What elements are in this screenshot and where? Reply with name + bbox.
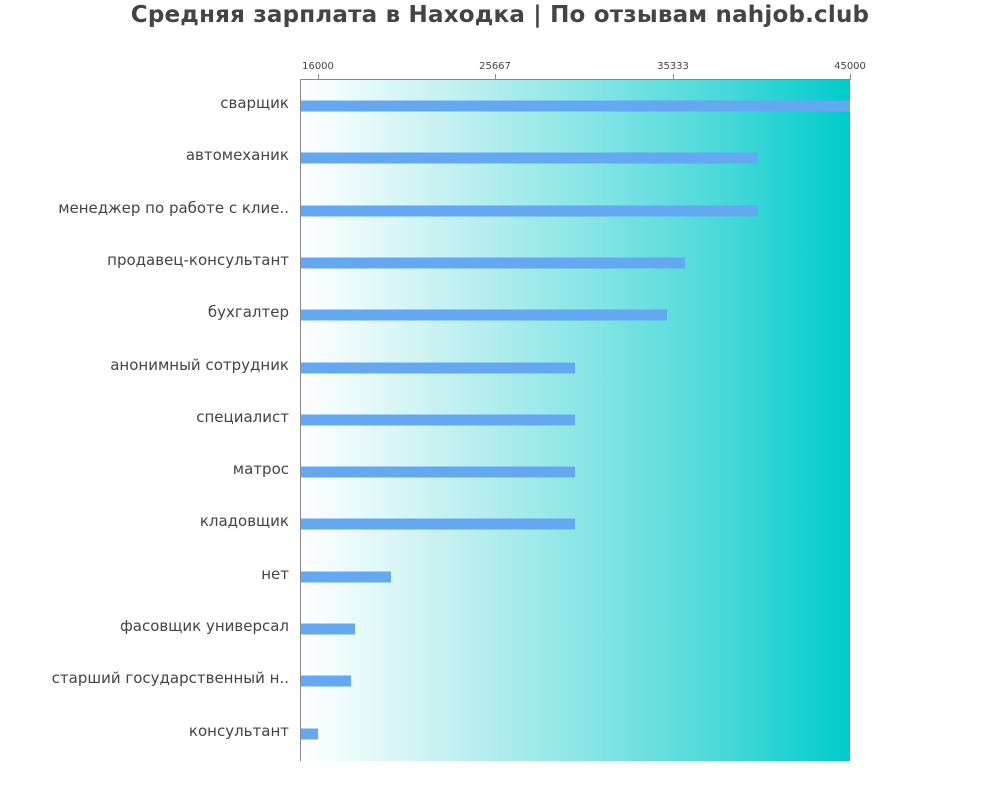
salary-bar [301,728,318,740]
category-label: кладовщик [199,512,289,530]
salary-bar [301,205,759,217]
salary-bar [301,362,575,374]
category-label: консультант [188,722,289,740]
category-label: бухгалтер [207,303,289,321]
chart-title: Средняя зарплата в Находка | По отзывам … [130,2,870,28]
category-label: сварщик [220,94,289,112]
category-label: менеджер по работе с клие.. [58,199,289,217]
category-label: фасовщик универсал [119,617,289,635]
category-label: матрос [232,460,289,478]
x-tick-mark [673,74,674,80]
x-tick-label: 35333 [657,61,689,72]
category-label: продавец-консультант [107,251,289,269]
salary-bar [301,414,575,426]
salary-bar [301,466,575,478]
x-tick-mark [850,74,851,80]
x-tick-label: 45000 [834,61,866,72]
x-tick-mark [495,74,496,80]
salary-bar [301,152,759,164]
x-tick-mark [318,74,319,80]
category-label: анонимный сотрудник [110,356,289,374]
salary-bar [301,100,850,112]
x-tick-label: 16000 [302,61,334,72]
salary-bar [301,623,355,635]
salary-bar [301,675,352,687]
category-label: автомеханик [185,146,289,164]
category-label: специалист [196,408,289,426]
salary-bar [301,518,575,530]
salary-bar [301,571,392,583]
category-label: старший государственный н.. [51,669,289,687]
salary-bar [301,309,667,321]
y-axis-line [300,80,301,761]
salary-bar [301,257,685,269]
x-axis-line [300,79,850,80]
category-label: нет [261,565,289,583]
x-tick-label: 25667 [479,61,511,72]
